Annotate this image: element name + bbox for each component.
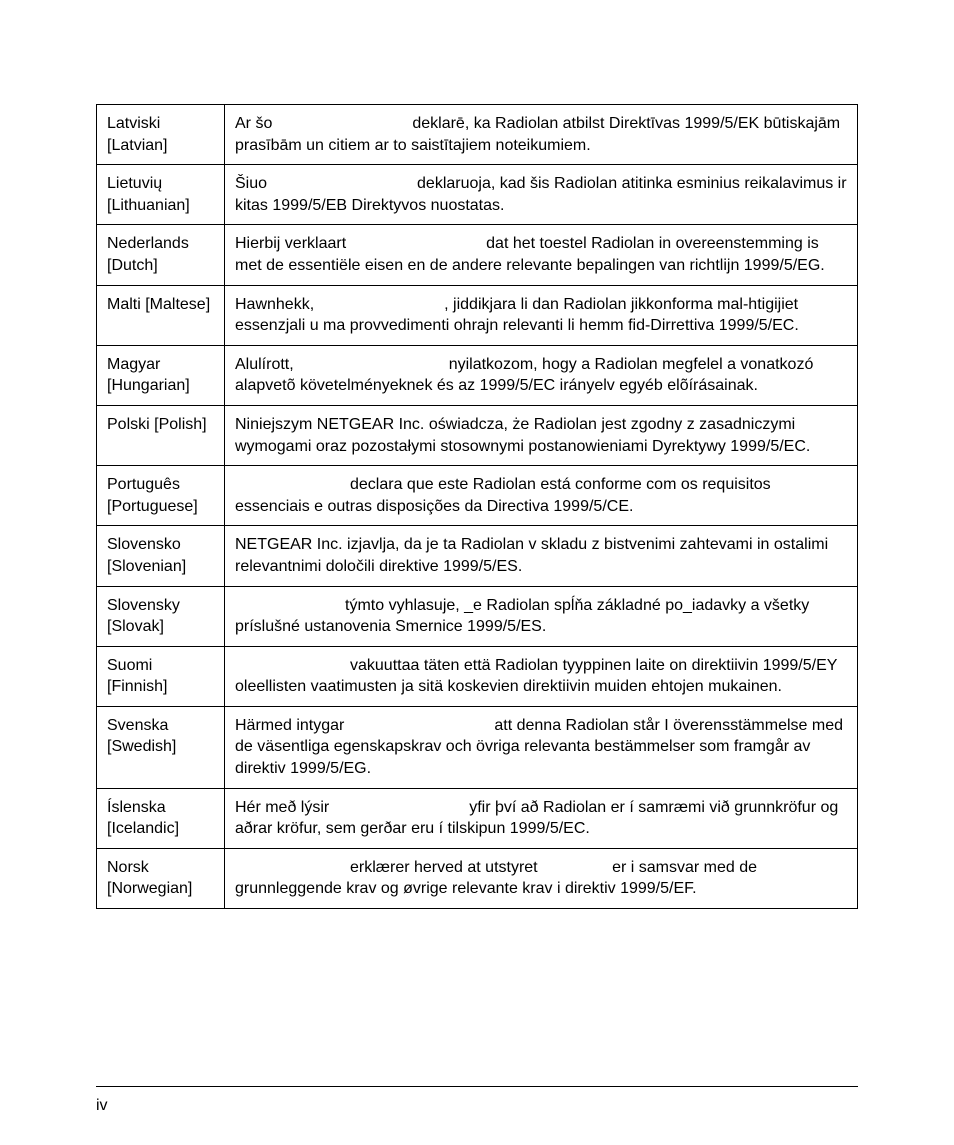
page-number: iv (96, 1097, 108, 1115)
declarations-tbody: Latviski [Latvian]Ar šodeklarē, ka Radio… (97, 105, 858, 909)
declaration-cell: Alulírott,nyilatkozom, hogy a Radiolan m… (225, 345, 858, 405)
language-cell: Suomi [Finnish] (97, 646, 225, 706)
declaration-pre: Hierbij verklaart (235, 235, 346, 252)
declaration-cell: Hierbij verklaartdat het toestel Radiola… (225, 225, 858, 285)
language-cell: Latviski [Latvian] (97, 105, 225, 165)
declaration-post: deklaruoja, kad šis Radiolan atitinka es… (235, 175, 847, 214)
declaration-pre: Šiuo (235, 175, 267, 192)
language-cell: Malti [Maltese] (97, 285, 225, 345)
table-row: Norsk [Norwegian]erklærer herved at utst… (97, 848, 858, 908)
language-cell: Magyar [Hungarian] (97, 345, 225, 405)
table-row: Magyar [Hungarian]Alulírott,nyilatkozom,… (97, 345, 858, 405)
page: Latviski [Latvian]Ar šodeklarē, ka Radio… (0, 0, 954, 1145)
declaration-post: nyilatkozom, hogy a Radiolan megfelel a … (235, 356, 813, 395)
language-cell: Lietuvių [Lithuanian] (97, 165, 225, 225)
declaration-pre: Hér með lýsir (235, 799, 329, 816)
table-row: Lietuvių [Lithuanian]Šiuodeklaruoja, kad… (97, 165, 858, 225)
language-cell: Slovensky [Slovak] (97, 586, 225, 646)
table-row: Suomi [Finnish] vakuuttaa täten että Radi… (97, 646, 858, 706)
table-row: Íslenska [Icelandic]Hér með lýsiryfir þv… (97, 788, 858, 848)
declarations-table: Latviski [Latvian]Ar šodeklarē, ka Radio… (96, 104, 858, 909)
declaration-pre: Ar šo (235, 115, 272, 132)
language-cell: Polski [Polish] (97, 405, 225, 465)
table-row: Nederlands [Dutch]Hierbij verklaartdat h… (97, 225, 858, 285)
declaration-post: deklarē, ka Radiolan atbilst Direktīvas … (235, 115, 840, 154)
declaration-post: Niniejszym NETGEAR Inc. oświadcza, że Ra… (235, 416, 810, 455)
declaration-text: erklærer herved at utstyret (350, 859, 538, 876)
declaration-post: , jiddikjara li dan Radiolan jikkonforma… (235, 296, 799, 335)
declaration-post: vakuuttaa täten että Radiolan tyyppinen … (235, 657, 837, 696)
language-cell: Svenska [Swedish] (97, 706, 225, 788)
language-cell: Slovensko [Slovenian] (97, 526, 225, 586)
table-row: Polski [Polish] Niniejszym NETGEAR Inc. o… (97, 405, 858, 465)
declaration-cell: Hér með lýsiryfir því að Radiolan er í s… (225, 788, 858, 848)
table-row: Slovensko [Slovenian] NETGEAR Inc. izjavl… (97, 526, 858, 586)
language-cell: Íslenska [Icelandic] (97, 788, 225, 848)
declaration-post: týmto vyhlasuje, _e Radiolan spĺňa zákla… (235, 597, 809, 636)
table-row: Português [Portuguese] declara que este R… (97, 466, 858, 526)
declaration-cell: erklærer herved at utstyret er i samsvar… (225, 848, 858, 908)
language-cell: Português [Portuguese] (97, 466, 225, 526)
table-row: Malti [Maltese]Hawnhekk,, jiddikjara li … (97, 285, 858, 345)
declaration-pre: Alulírott, (235, 356, 294, 373)
declaration-cell: Hawnhekk,, jiddikjara li dan Radiolan ji… (225, 285, 858, 345)
declaration-cell: vakuuttaa täten että Radiolan tyyppinen … (225, 646, 858, 706)
declaration-cell: Ar šodeklarē, ka Radiolan atbilst Direkt… (225, 105, 858, 165)
table-row: Latviski [Latvian]Ar šodeklarē, ka Radio… (97, 105, 858, 165)
declaration-cell: týmto vyhlasuje, _e Radiolan spĺňa zákla… (225, 586, 858, 646)
footer-rule (96, 1086, 858, 1087)
declaration-cell: NETGEAR Inc. izjavlja, da je ta Radiolan… (225, 526, 858, 586)
table-row: Svenska [Swedish]Härmed intygaratt denna… (97, 706, 858, 788)
declaration-cell: declara que este Radiolan está conforme … (225, 466, 858, 526)
declaration-cell: Niniejszym NETGEAR Inc. oświadcza, że Ra… (225, 405, 858, 465)
declaration-cell: Härmed intygaratt denna Radiolan står I … (225, 706, 858, 788)
declaration-cell: Šiuodeklaruoja, kad šis Radiolan atitink… (225, 165, 858, 225)
declaration-pre: Härmed intygar (235, 717, 344, 734)
language-cell: Norsk [Norwegian] (97, 848, 225, 908)
declaration-pre: Hawnhekk, (235, 296, 314, 313)
table-row: Slovensky [Slovak] týmto vyhlasuje, _e Ra… (97, 586, 858, 646)
declaration-post: NETGEAR Inc. izjavlja, da je ta Radiolan… (235, 536, 828, 575)
language-cell: Nederlands [Dutch] (97, 225, 225, 285)
declaration-post: declara que este Radiolan está conforme … (235, 476, 771, 515)
